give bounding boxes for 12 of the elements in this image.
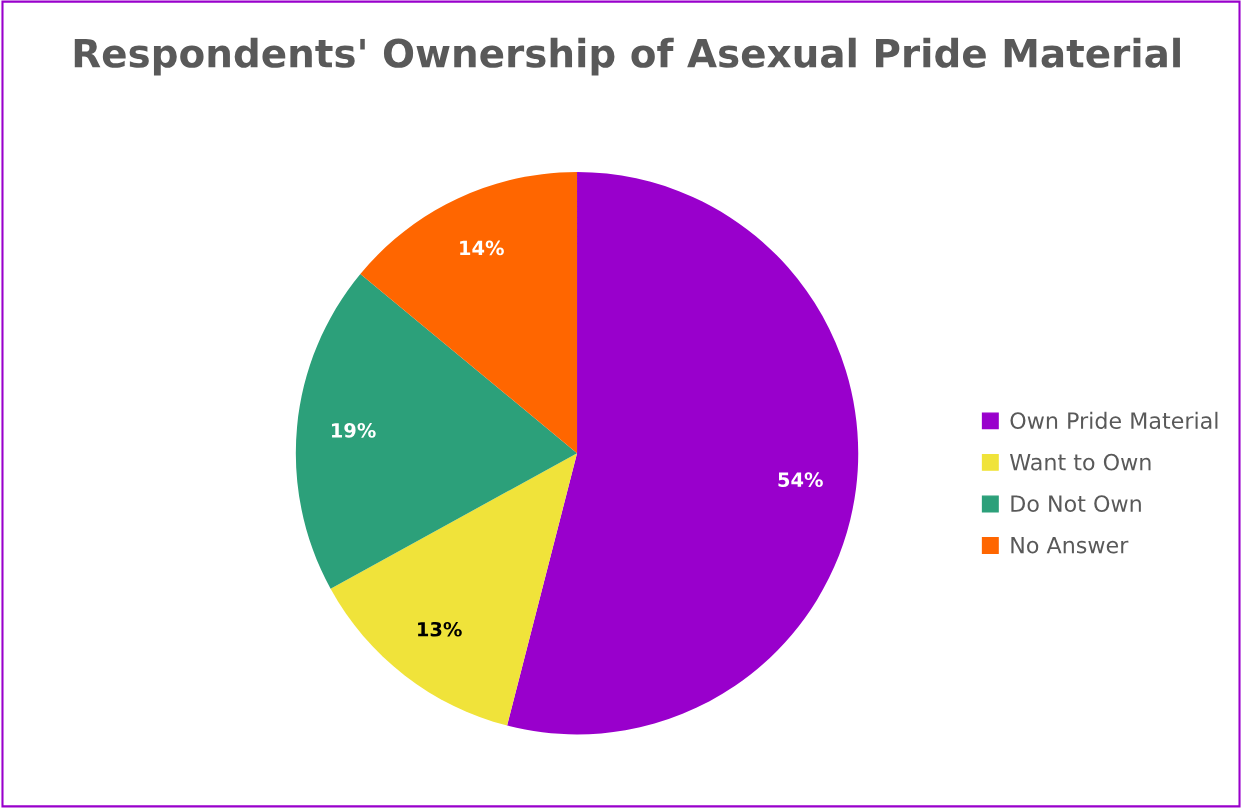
pie-slice bbox=[295, 273, 578, 589]
data-label: 14% bbox=[460, 240, 504, 256]
legend-label: Do Not Own bbox=[1011, 495, 1141, 512]
data-label: 13% bbox=[418, 621, 462, 637]
legend-label: Own Pride Material bbox=[1010, 411, 1218, 429]
legend-label: No Answer bbox=[1011, 536, 1129, 554]
data-label: 19% bbox=[331, 422, 376, 438]
data-label: 54% bbox=[778, 472, 823, 488]
pie-slice bbox=[330, 453, 578, 726]
chart-title: Respondents' Ownership of Asexual Pride Material bbox=[74, 37, 1180, 76]
legend-label: Want to Own bbox=[1009, 453, 1151, 471]
pie-slice bbox=[507, 171, 859, 735]
